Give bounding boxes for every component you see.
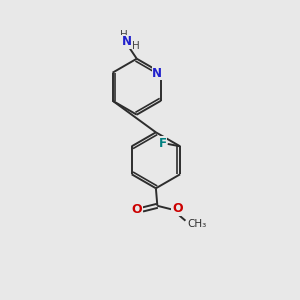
Text: O: O — [132, 203, 142, 216]
Text: H: H — [120, 30, 128, 40]
Text: N: N — [122, 35, 131, 48]
Text: CH₃: CH₃ — [187, 219, 206, 229]
Text: O: O — [172, 202, 182, 215]
Text: H: H — [132, 41, 140, 51]
Text: N: N — [152, 67, 162, 80]
Text: F: F — [158, 137, 166, 150]
